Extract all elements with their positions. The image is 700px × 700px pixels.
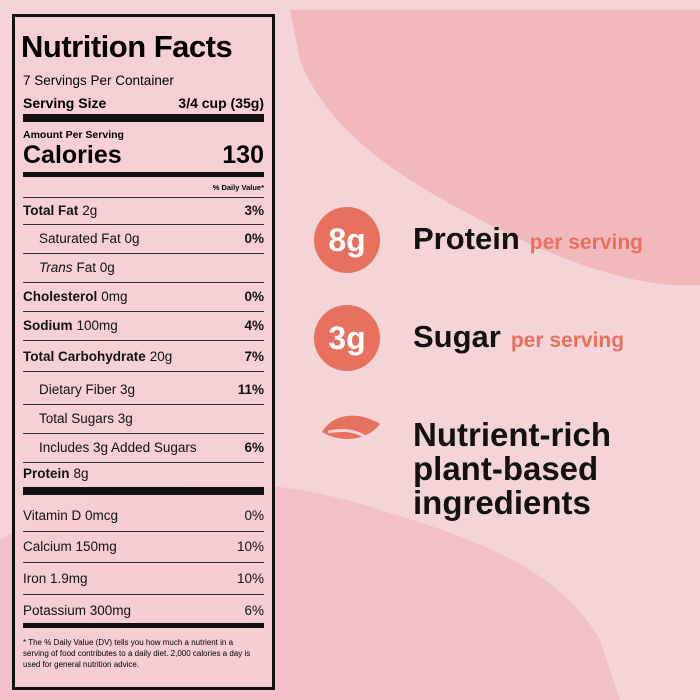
- leaf-icon: [322, 415, 386, 455]
- nutrient-row: Protein 8g: [23, 463, 264, 483]
- nutrient-row: Includes 3g Added Sugars 6%: [23, 437, 264, 457]
- nutrient-name: Total Fat: [23, 202, 79, 218]
- nutrient-name: Total Carbohydrate: [23, 348, 146, 364]
- nutrient-row: Cholesterol 0mg 0%: [23, 286, 264, 306]
- highlight: Sugar per serving: [413, 319, 624, 355]
- highlight-label: Sugar: [413, 319, 501, 354]
- label-title: Nutrition Facts: [21, 29, 233, 64]
- rule: [23, 371, 264, 372]
- rule: [23, 462, 264, 463]
- daily-value: 0%: [244, 507, 264, 523]
- nutrient-name: Includes 3g Added Sugars: [39, 439, 197, 455]
- rule: [23, 224, 264, 225]
- rule: [23, 594, 264, 595]
- daily-value: 6%: [244, 439, 264, 455]
- vitamin-row: Vitamin D 0mcg 0%: [23, 505, 264, 525]
- rule: [23, 562, 264, 563]
- vitamin-row: Calcium 150mg 10%: [23, 536, 264, 556]
- tagline-line: Nutrient-rich: [413, 416, 611, 453]
- daily-value: 7%: [244, 348, 264, 364]
- tagline-line: ingredients: [413, 484, 591, 521]
- thick-rule: [23, 487, 264, 495]
- daily-value: 4%: [244, 317, 264, 333]
- highlight-label: Protein: [413, 221, 520, 256]
- nutrient-row: Total Fat 2g 3%: [23, 200, 264, 220]
- nutrient-name: Saturated Fat 0g: [39, 230, 140, 246]
- amount-per-serving: Amount Per Serving: [23, 129, 124, 141]
- highlight-note: per serving: [529, 231, 644, 254]
- nutrient-name: Total Sugars 3g: [39, 410, 133, 426]
- rule: [23, 253, 264, 254]
- nutrient-name: Sodium: [23, 317, 73, 333]
- servings: 7 Servings Per Container: [23, 73, 174, 88]
- vitamin-name: Vitamin D 0mcg: [23, 507, 119, 523]
- serving-size-value: 3/4 cup (35g): [178, 95, 264, 111]
- nutrient-row: Total Carbohydrate 20g 7%: [23, 346, 264, 366]
- tagline-line: plant-based: [413, 450, 599, 487]
- vitamin-name: Calcium 150mg: [23, 538, 117, 554]
- vitamin-row: Iron 1.9mg 10%: [23, 568, 264, 588]
- nutrient-amount: 0mg: [101, 288, 128, 304]
- nutrient-amount: 8g: [73, 465, 89, 481]
- nutrient-name: Trans: [39, 259, 73, 275]
- nutrient-row: Total Sugars 3g: [23, 408, 264, 428]
- rule: [23, 311, 264, 312]
- daily-value: 10%: [236, 538, 264, 554]
- nutrient-amount: 100mg: [76, 317, 118, 333]
- nutrient-amount: Fat 0g: [76, 259, 115, 275]
- badge: 8g: [314, 207, 380, 273]
- rule: [23, 197, 264, 198]
- daily-value: 11%: [237, 381, 264, 397]
- nutrient-name: Protein: [23, 465, 70, 481]
- medium-rule: [23, 172, 264, 177]
- nutrient-name: Cholesterol: [23, 288, 98, 304]
- calories-value: 130: [222, 141, 264, 169]
- highlight: Protein per serving: [413, 221, 643, 257]
- rule: [23, 531, 264, 532]
- nutrient-row: Saturated Fat 0g 0%: [23, 228, 264, 248]
- footnote: * The % Daily Value (DV) tells you how m…: [23, 638, 251, 669]
- dv-header: % Daily Value*: [212, 183, 264, 192]
- rule: [23, 340, 264, 341]
- rule: [23, 433, 264, 434]
- serving-size-label: Serving Size: [23, 95, 107, 111]
- nutrient-name: Dietary Fiber 3g: [39, 381, 136, 397]
- nutrient-amount: 2g: [82, 202, 98, 218]
- thick-rule: [23, 114, 264, 122]
- daily-value: 3%: [244, 202, 264, 218]
- highlight-note: per serving: [510, 329, 625, 352]
- nutrition-label: Nutrition Facts 7 Servings Per Container…: [12, 14, 275, 690]
- nutrient-row: Sodium 100mg 4%: [23, 315, 264, 335]
- rule: [23, 282, 264, 283]
- nutrient-row: Dietary Fiber 3g 11%: [23, 379, 264, 399]
- nutrient-amount: 20g: [149, 348, 173, 364]
- daily-value: 0%: [244, 288, 264, 304]
- medium-rule: [23, 623, 264, 628]
- daily-value: 6%: [244, 602, 264, 618]
- daily-value: 0%: [244, 230, 264, 246]
- badge: 3g: [314, 305, 380, 371]
- calories-label: Calories: [23, 141, 122, 169]
- daily-value: 10%: [236, 570, 264, 586]
- vitamin-row: Potassium 300mg 6%: [23, 600, 264, 620]
- vitamin-name: Iron 1.9mg: [23, 570, 88, 586]
- vitamin-name: Potassium 300mg: [23, 602, 132, 618]
- rule: [23, 404, 264, 405]
- nutrient-row: Trans Fat 0g: [23, 257, 264, 277]
